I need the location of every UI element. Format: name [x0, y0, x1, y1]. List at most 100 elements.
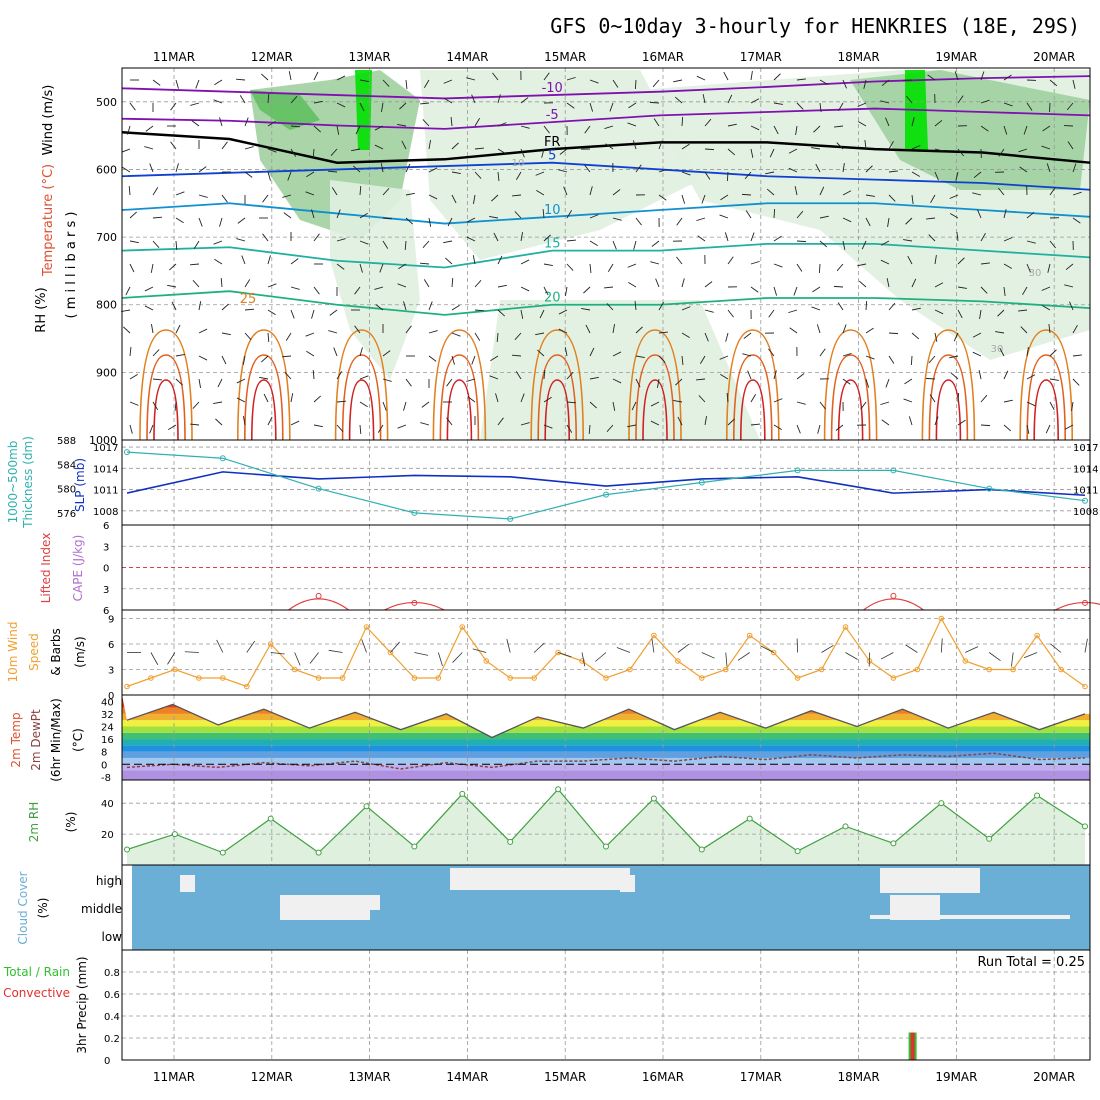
wind-barb [1003, 237, 1013, 242]
wind-barb [1049, 79, 1058, 87]
wind-barb [865, 378, 870, 388]
y-tick-label: -8 [101, 773, 111, 784]
wind-barb [489, 375, 499, 380]
wind-barb [294, 652, 301, 666]
wind-speed-point [722, 666, 729, 673]
wind-barb [520, 259, 530, 265]
wind-barb [558, 169, 568, 173]
wind-barb [741, 193, 752, 196]
wind-barb [397, 424, 407, 429]
wind-barb [1084, 638, 1088, 653]
date-label: 13MAR [349, 50, 391, 64]
wind-barb [955, 171, 959, 181]
bottom-date-labels: 11MAR 12MAR 13MAR 14MAR 15MAR 16MAR 17MAR 18MAR… [153, 1070, 1075, 1084]
wind-speed-point [1082, 683, 1088, 690]
wind-barb [905, 217, 913, 225]
wind-barb [167, 284, 177, 288]
wind-barb [612, 189, 621, 196]
wind-barb [123, 326, 131, 334]
wind-barb [129, 240, 139, 244]
wind-speed-point [890, 675, 897, 681]
wind-barb [471, 355, 476, 365]
wind-barb [865, 327, 874, 334]
warm-contour [439, 354, 480, 441]
wind-barb [750, 394, 757, 403]
wind-barb [520, 286, 530, 292]
wind-barb [353, 165, 361, 173]
wind-barb [1026, 211, 1035, 219]
wind-barb [122, 166, 131, 173]
wind-barb [842, 352, 852, 357]
precip-conv-label: Convective [3, 986, 70, 1000]
wind-barb [175, 191, 185, 196]
wind-barb [681, 306, 691, 311]
wind-barb [988, 652, 1001, 662]
wind-barb [885, 378, 890, 388]
wind-barb [796, 240, 807, 243]
wind-barb [881, 419, 890, 426]
wind-barb [290, 286, 300, 290]
wind-barb [768, 309, 775, 318]
date-label: 15MAR [544, 50, 586, 64]
y-tick-label: 3 [103, 542, 109, 553]
wind-barb [604, 286, 614, 289]
y-tick-label: 1008 [93, 507, 118, 518]
date-label: 11MAR [153, 50, 195, 64]
isotherm-label: -5 [546, 108, 559, 123]
wind-barb [170, 102, 177, 111]
wind-barb [760, 645, 774, 653]
precip-total-label: Total / Rain [3, 965, 70, 979]
wind-speed-point [531, 675, 537, 681]
wind-speed-point [196, 675, 202, 681]
wind-barb [543, 396, 552, 403]
wind-barb [566, 210, 573, 219]
wind-barb [399, 102, 407, 110]
wind-barb [471, 94, 476, 104]
wind-barb [566, 401, 577, 404]
wind-speed-point [507, 675, 514, 681]
wind-barb [564, 286, 568, 296]
wind-barb [564, 347, 568, 357]
slp-line [126, 471, 1086, 497]
wind-barb [566, 424, 573, 433]
y-tick-label: 6 [103, 606, 109, 617]
rh-point [698, 846, 705, 853]
wind-barb [474, 147, 484, 150]
date-label: 18MAR [838, 1070, 880, 1084]
wind-barb [359, 102, 365, 112]
wind-barb [497, 122, 507, 127]
wind-barb [727, 309, 734, 318]
wind-barb [926, 217, 936, 220]
wind-speed-point [818, 666, 825, 673]
wind-barb [628, 102, 637, 109]
temp-band [122, 739, 1090, 746]
wind-unit-label: (m/s) [73, 636, 87, 667]
wind-barb [605, 143, 614, 150]
wind-barb [743, 332, 752, 339]
wind-barb [213, 240, 223, 245]
wind-barb [382, 188, 390, 196]
wind-barb [719, 214, 729, 219]
wind-barb [466, 378, 476, 382]
wind-barb [497, 94, 501, 104]
wind-barb [382, 217, 393, 220]
wind-barb [773, 125, 779, 135]
wind-barb [1003, 74, 1012, 81]
wind-barb [311, 309, 315, 319]
wind-barb [261, 355, 269, 363]
wind-barb [726, 393, 729, 403]
date-label: 14MAR [446, 1070, 488, 1084]
wind-barb [428, 355, 437, 362]
wind-barb [175, 324, 181, 334]
warm-contour [446, 379, 473, 441]
wind-barb [152, 349, 160, 357]
wind-barb [354, 325, 361, 334]
wind-barb [313, 233, 320, 242]
wind-barb [336, 238, 346, 242]
wind-barb [543, 424, 553, 429]
wind-barb [241, 255, 246, 265]
wind-barb [1072, 163, 1077, 173]
wind-barb [563, 186, 568, 196]
wind-barb [658, 194, 667, 201]
wind-barb [262, 194, 269, 203]
